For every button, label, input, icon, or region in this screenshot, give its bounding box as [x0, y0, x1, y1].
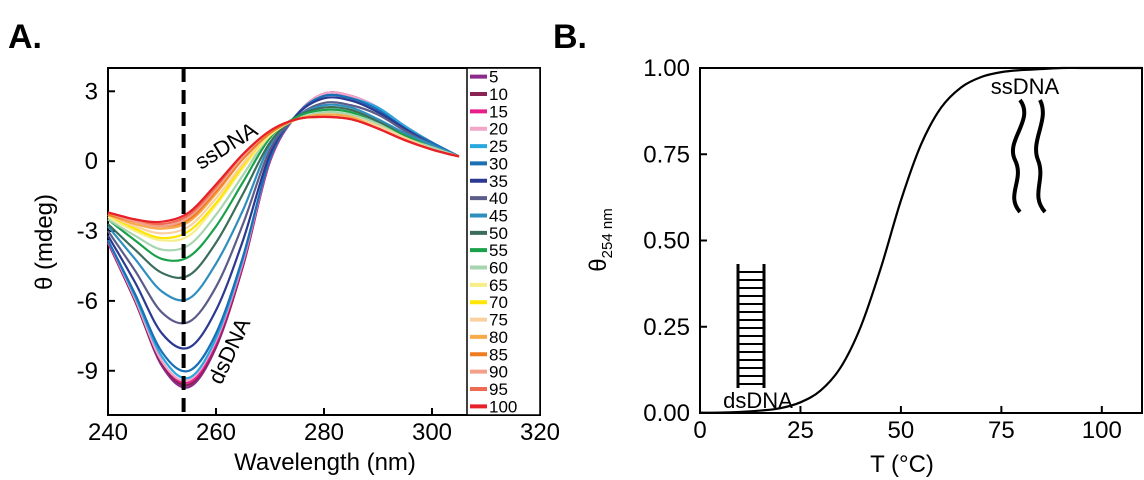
data-line: [699, 66, 1142, 414]
x-tick-label: 300: [412, 419, 452, 446]
y-axis-label: θ254 nm: [585, 208, 616, 271]
legend-label: 95: [489, 380, 508, 399]
x-tick-label: 320: [520, 419, 560, 446]
panel: 0 25 50 75 100 0.00 0.25 0.50 0.75 1.00 dsDNA ssDNA: [643, 55, 1143, 444]
legend-label: 50: [489, 224, 508, 243]
y-tick-label: -3: [77, 218, 98, 245]
legend-label: 45: [489, 206, 508, 225]
y-tick-label: 0.75: [643, 141, 690, 168]
legend-label: 60: [489, 259, 508, 278]
y-axis-label: θ (mdeg): [31, 194, 58, 290]
x-tick-label: 260: [196, 419, 236, 446]
legend-label: 70: [489, 293, 508, 312]
legend-label: 55: [489, 241, 508, 260]
legend-label: 15: [489, 102, 508, 121]
legend-label: 35: [489, 172, 508, 191]
x-tick-label: 0: [693, 417, 706, 444]
plot-frame: [699, 67, 1143, 414]
y-tick-label: 0.50: [643, 228, 690, 255]
y-tick-label: 3: [85, 78, 98, 105]
x-tick-label: 25: [787, 417, 814, 444]
legend-label: 85: [489, 345, 508, 364]
annotation: ssDNA: [991, 74, 1060, 99]
legend-label: 30: [489, 154, 508, 173]
y-axis-label-main: θ: [585, 258, 612, 271]
dsdna-icon: [736, 264, 766, 388]
data-line: [107, 115, 460, 224]
legend-label: 40: [489, 189, 508, 208]
legend-label: 20: [489, 120, 508, 139]
x-tick-label: 240: [88, 419, 128, 446]
legend-label: 100: [489, 397, 517, 416]
x-tick-label: 75: [988, 417, 1015, 444]
annotation: dsDNA: [723, 388, 793, 413]
x-axis-label: T (°C): [870, 451, 934, 478]
legend-label: 90: [489, 363, 508, 382]
data-line: [107, 101, 460, 325]
data-line: [107, 96, 460, 350]
ssdna-icon: [1011, 98, 1047, 214]
x-tick-label: 100: [1082, 417, 1122, 444]
x-tick-label: 280: [304, 419, 344, 446]
y-tick-label: 0: [85, 148, 98, 175]
legend-label: 75: [489, 311, 508, 330]
y-tick-label: -6: [77, 288, 98, 315]
y-tick-label: 1.00: [643, 55, 690, 82]
legend-label: 5: [489, 68, 498, 87]
legend-label: 80: [489, 328, 508, 347]
y-tick-label: 0.25: [643, 314, 690, 341]
panel: 240 260 280 300 32030-3-6-951015202530354045…: [77, 67, 560, 446]
y-tick-label: -9: [77, 358, 98, 385]
legend-label: 65: [489, 276, 508, 295]
x-axis-label: Wavelength (nm): [234, 449, 416, 476]
legend-label: 10: [489, 85, 508, 104]
legend-box: [466, 67, 541, 416]
y-axis-label-sub: 254 nm: [599, 208, 616, 258]
y-tick-label: 0.00: [643, 400, 690, 427]
panel-label: B.: [553, 18, 587, 56]
x-tick-label: 50: [888, 417, 915, 444]
panel-label: A.: [8, 18, 42, 56]
legend-label: 25: [489, 137, 508, 156]
